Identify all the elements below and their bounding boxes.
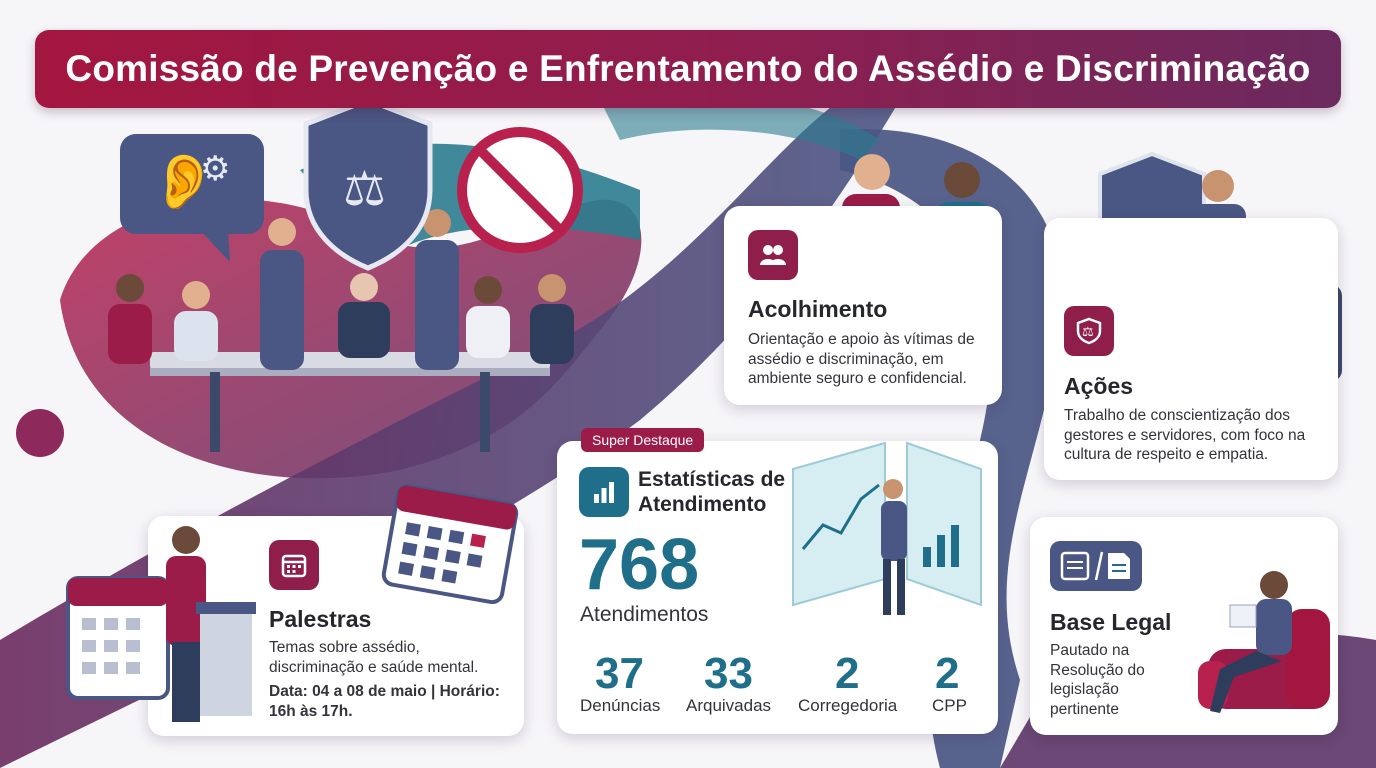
statistics-heading-line: Atendimento [638,493,767,516]
base-legal-text-line: Pautado na [1050,642,1130,659]
acoes-text-line: gestores e servidores, com foco na [1064,426,1306,444]
statistics-heading-line: Estatísticas de [638,468,786,491]
total-label: Atendimentos [580,603,709,626]
stat-value-arquivadas: 33 [704,649,753,698]
wall-calendar-illustration [381,484,519,604]
stat-value-denuncias: 37 [595,649,644,698]
stat-label-cpp: CPP [932,696,967,715]
people-icon [748,230,798,280]
shield-scales-icon: ⚖ [1064,306,1114,356]
palestras-heading: Palestras [269,606,372,632]
acoes-text-line: Trabalho de conscientização dos [1064,407,1291,424]
statistics-card: Estatísticas de Atendimento 768 Atendime… [557,441,998,734]
stat-value-cpp: 2 [935,649,960,698]
svg-text:⚖: ⚖ [343,161,386,217]
palestras-card: Palestras Temas sobre assédio, discrimin… [66,484,524,736]
base-legal-text-line: pertinente [1050,700,1119,718]
statistics-heading: Estatísticas de Atendimento [638,467,785,517]
stat-value-corregedoria: 2 [835,649,860,698]
speaker-illustration [166,526,256,722]
meeting-illustration: 👂 ⚙ ⚖ [108,97,583,452]
palestras-text-line: discriminação e saúde mental. [269,658,479,676]
palestras-text-line: Temas sobre assédio, [269,639,420,656]
svg-text:👂: 👂 [150,150,217,213]
palestras-schedule: Data: 04 a 08 de maio | Horário: 16h às … [269,682,500,721]
acolhimento-text: Orientação e apoio às vítimas de assédio… [748,330,975,389]
svg-text:⚙: ⚙ [200,149,230,189]
acolhimento-text-line: ambiente seguro e confidencial. [748,370,967,387]
palestras-text: Temas sobre assédio, discriminação e saú… [269,638,478,677]
palestras-schedule-line: 16h às 17h. [269,702,353,720]
acoes-heading: Ações [1064,373,1134,399]
acolhimento-text-line: assédio e discriminação, em [748,350,944,368]
base-legal-text: Pautado na Resolução do legislação perti… [1050,641,1145,719]
acoes-text-line: cultura de respeito e empatia. [1064,446,1269,463]
stat-label-denuncias: Denúncias [580,696,661,715]
total-value: 768 [579,525,700,605]
palestras-schedule-line: Data: 04 a 08 de maio | Horário: [269,683,500,700]
documents-icon [1050,541,1142,591]
page-title: Comissão de Prevenção e Enfrentamento do… [65,48,1311,89]
calendar-icon [269,540,319,590]
acolhimento-text-line: Orientação e apoio às vítimas de [748,331,975,348]
highlight-tag: Super Destaque [581,428,705,452]
acolhimento-heading: Acolhimento [748,296,888,322]
base-legal-card: Base Legal Pautado na Resolução do legis… [1030,517,1338,735]
bar-chart-icon [579,467,629,517]
analyst-illustration [792,441,982,615]
reader-armchair-illustration [1198,571,1330,713]
stat-label-corregedoria: Corregedoria [798,696,898,715]
base-legal-heading: Base Legal [1050,609,1172,635]
acoes-card: ⚖ Ações Trabalho de conscientização dos … [1044,218,1338,480]
base-legal-text-line: Resolução do [1050,661,1145,679]
base-legal-text-line: legislação [1050,681,1119,698]
acolhimento-card: Acolhimento Orientação e apoio às vítima… [724,206,1002,405]
stat-label-arquivadas: Arquivadas [686,696,772,715]
acoes-text: Trabalho de conscientização dos gestores… [1064,406,1305,465]
svg-text:⚖: ⚖ [1082,325,1094,340]
title-banner: Comissão de Prevenção e Enfrentamento do… [35,30,1341,108]
